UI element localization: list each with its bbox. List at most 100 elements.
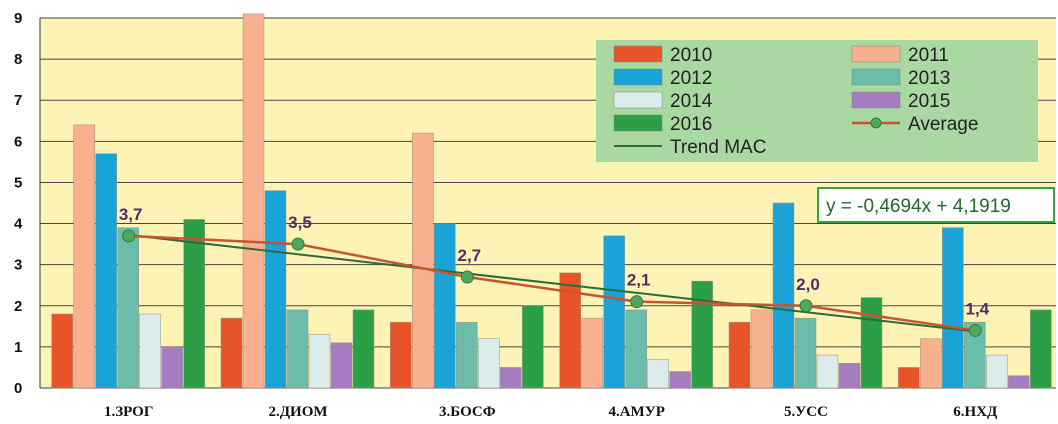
y-tick-label: 2	[14, 298, 22, 315]
bar-2014	[308, 334, 331, 389]
average-label: 2,0	[796, 275, 820, 294]
bar-2016	[860, 297, 883, 389]
bar-2015	[838, 363, 861, 389]
legend-label: Average	[908, 114, 978, 135]
y-tick-label: 1	[14, 339, 22, 356]
bar-2012	[942, 227, 964, 389]
trend-line	[128, 233, 976, 333]
bar-2011	[581, 317, 603, 389]
legend-label: 2010	[670, 45, 712, 66]
bar-2013	[286, 309, 309, 389]
average-point	[291, 237, 305, 251]
bar-2010	[220, 317, 243, 389]
legend-swatch	[613, 45, 663, 63]
y-tick-label: 8	[14, 51, 22, 68]
average-label: 3,7	[119, 205, 143, 224]
y-tick-label: 0	[14, 380, 22, 397]
average-point	[122, 229, 136, 243]
bar-2012	[264, 190, 287, 389]
y-tick-label: 6	[14, 133, 22, 150]
trend-line-group	[128, 233, 976, 333]
bar-2010	[51, 313, 73, 389]
bar-2015	[330, 342, 353, 389]
bar-2011	[412, 132, 434, 389]
bar-2015	[500, 367, 522, 389]
legend-swatch	[613, 68, 663, 86]
x-axis-categories: 1.ЗРОГ 2.ДИОМ 3.БОСФ 4.АМУР 5.УСС 6.НХД	[104, 404, 998, 420]
bar-2015	[1008, 375, 1030, 389]
average-point	[799, 299, 813, 313]
legend-box	[596, 40, 1038, 162]
legend-label: Trend MAC	[670, 137, 766, 158]
y-tick-label: 5	[14, 174, 22, 191]
legend-swatch	[851, 91, 901, 109]
x-category-label: 2.ДИОМ	[268, 404, 327, 420]
legend-label: 2013	[908, 68, 950, 89]
x-category-label: 4.АМУР	[608, 404, 664, 420]
bar-2014	[816, 354, 839, 389]
legend-swatch	[851, 45, 901, 63]
average-label: 2,1	[627, 271, 651, 290]
average-line-group: 3,7 3,5 2,7 2,1 2,0 1,4	[119, 205, 990, 337]
bar-2012	[95, 153, 117, 389]
legend: 2010 2011 2012 2013 2014 2015 2016 Average Trend…	[596, 40, 1038, 162]
bar-2015	[161, 346, 183, 389]
legend-label: 2016	[670, 114, 712, 135]
bar-2014	[139, 313, 161, 389]
bar-2010	[390, 321, 412, 389]
bar-2011	[73, 124, 95, 389]
average-label: 2,7	[458, 246, 482, 265]
trend-equation-box: y = -0,4694x + 4,1919	[817, 187, 1055, 223]
grid-lines	[39, 17, 1056, 389]
x-category-label: 1.ЗРОГ	[104, 404, 153, 420]
trend-equation: y = -0,4694x + 4,1919	[826, 196, 1011, 217]
bar-2013	[794, 317, 817, 389]
bar-2016	[522, 305, 544, 389]
bar-2013	[964, 321, 986, 389]
bar-2016	[183, 219, 205, 389]
bars	[51, 13, 1052, 389]
bar-2011	[242, 13, 265, 389]
x-category-label: 5.УСС	[784, 404, 828, 420]
bar-2014	[647, 358, 669, 389]
bar-2012	[434, 223, 456, 389]
y-tick-label: 4	[14, 216, 23, 233]
bar-2012	[603, 235, 625, 389]
legend-label: 2014	[670, 91, 713, 112]
legend-swatch	[613, 114, 663, 132]
average-label: 3,5	[288, 213, 312, 232]
bar-2014	[986, 354, 1008, 389]
bar-2015	[669, 371, 691, 389]
legend-swatch	[613, 91, 663, 109]
legend-swatch	[851, 68, 901, 86]
bar-2016	[691, 280, 713, 389]
legend-label: 2015	[908, 91, 950, 112]
average-point	[968, 323, 982, 337]
bar-2016	[352, 309, 375, 389]
x-category-label: 6.НХД	[953, 404, 998, 420]
x-category-label: 3.БОСФ	[439, 404, 496, 420]
legend-label: 2012	[670, 68, 712, 89]
legend-label: 2011	[908, 45, 949, 66]
y-axis-ticks: 0 1 2 3 4 5 6 7 8 9	[14, 10, 23, 397]
bar-2011	[920, 338, 942, 389]
average-point	[630, 295, 644, 309]
bar-2014	[478, 338, 500, 389]
bar-2013	[625, 309, 647, 389]
bar-2013	[117, 227, 139, 389]
y-tick-label: 7	[14, 92, 22, 109]
bar-2010	[728, 321, 751, 389]
equation-frame	[817, 187, 1055, 223]
y-tick-label: 3	[14, 257, 22, 274]
average-line	[128, 234, 976, 332]
average-point	[460, 270, 474, 284]
bar-2011	[750, 309, 773, 389]
y-tick-label: 9	[14, 10, 22, 27]
bar-2016	[1030, 309, 1052, 389]
bar-2013	[456, 321, 478, 389]
bar-2012	[772, 202, 795, 389]
legend-marker	[870, 117, 882, 129]
bar-2010	[898, 367, 920, 389]
average-label: 1,4	[966, 299, 990, 318]
